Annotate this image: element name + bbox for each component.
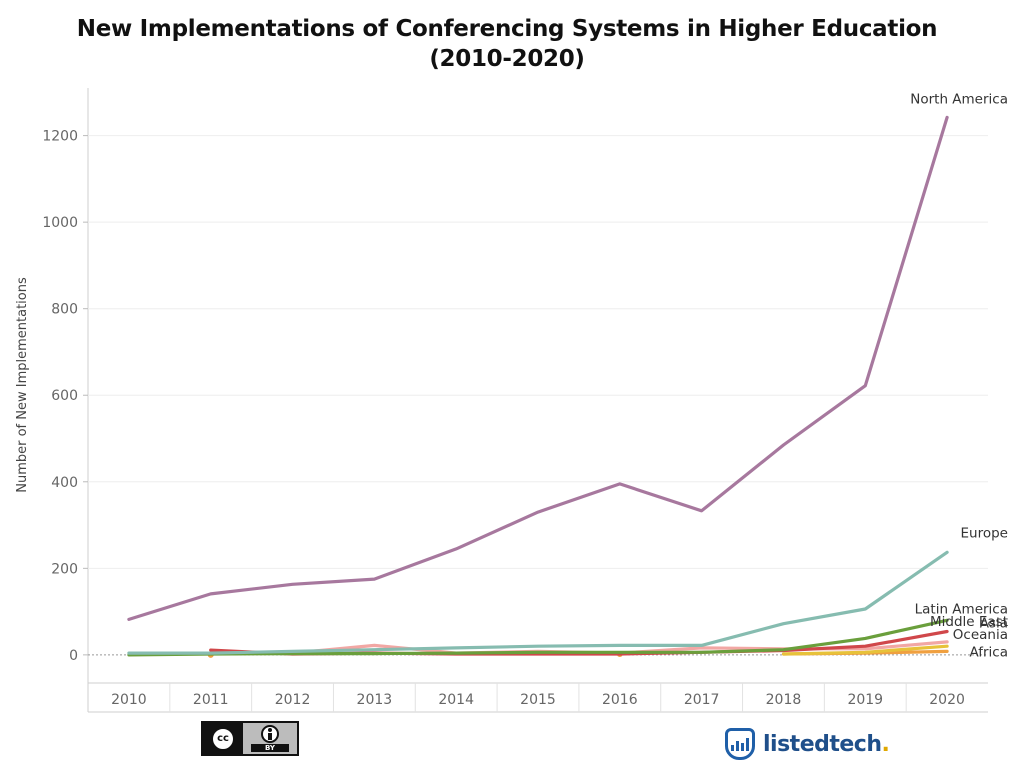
brand-name: listedtech. <box>763 731 890 757</box>
x-tick-label: 2015 <box>520 692 556 708</box>
series-line-europe <box>127 550 949 655</box>
by-label: BY <box>250 744 290 752</box>
chart-title-line2: (2010-2020) <box>429 46 585 72</box>
series-label-europe: Europe <box>961 525 1008 541</box>
series-line-oceania <box>781 644 949 656</box>
x-tick-label: 2020 <box>929 692 965 708</box>
series-label-asia: Asia <box>980 616 1008 632</box>
person-icon <box>261 725 279 743</box>
x-tick-label: 2010 <box>111 692 147 708</box>
x-tick-label: 2011 <box>193 692 229 708</box>
listedtech-logo: listedtech. <box>725 728 890 760</box>
series-label-africa: Africa <box>969 644 1008 660</box>
series-label-north-america: North America <box>910 91 1008 107</box>
line-chart: 0 200 400 600 800 1000 1200 2010 2011 2012 2013 201… <box>15 88 1008 713</box>
y-tick-label: 400 <box>51 475 78 491</box>
cc-icon: cc <box>211 726 235 751</box>
y-tick-label: 600 <box>51 388 78 404</box>
y-tick-label: 800 <box>51 302 78 318</box>
y-tick-label: 1000 <box>42 215 78 231</box>
x-tick-label: 2014 <box>438 692 474 708</box>
chart-title: New Implementations of Conferencing Syst… <box>0 14 1014 74</box>
series-line-latin-america <box>127 618 949 657</box>
x-tick-label: 2017 <box>684 692 720 708</box>
cc-logo: cc <box>203 723 243 754</box>
y-tick-label: 200 <box>51 561 78 577</box>
x-tick-label: 2018 <box>766 692 802 708</box>
cc-by-license-badge: cc BY <box>201 721 299 756</box>
bar-chart-shield-icon <box>725 728 755 760</box>
x-tick-label: 2019 <box>847 692 883 708</box>
series-label-latin-america: Latin America <box>915 601 1008 617</box>
x-tick-label: 2016 <box>602 692 638 708</box>
y-tick-label: 1200 <box>42 129 78 145</box>
series-label-oceania: Oceania <box>953 627 1008 643</box>
y-tick-label: 0 <box>69 648 78 664</box>
series-line-north-america <box>127 115 949 621</box>
y-axis-label: Number of New Implementations <box>15 277 30 493</box>
x-tick-label: 2013 <box>357 692 393 708</box>
x-tick-label: 2012 <box>275 692 311 708</box>
series-label-middle-east: Middle East <box>930 614 1008 630</box>
chart-title-line1: New Implementations of Conferencing Syst… <box>76 16 938 42</box>
